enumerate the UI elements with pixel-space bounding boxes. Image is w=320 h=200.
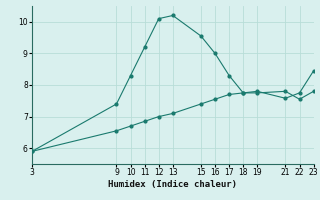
X-axis label: Humidex (Indice chaleur): Humidex (Indice chaleur) (108, 180, 237, 189)
